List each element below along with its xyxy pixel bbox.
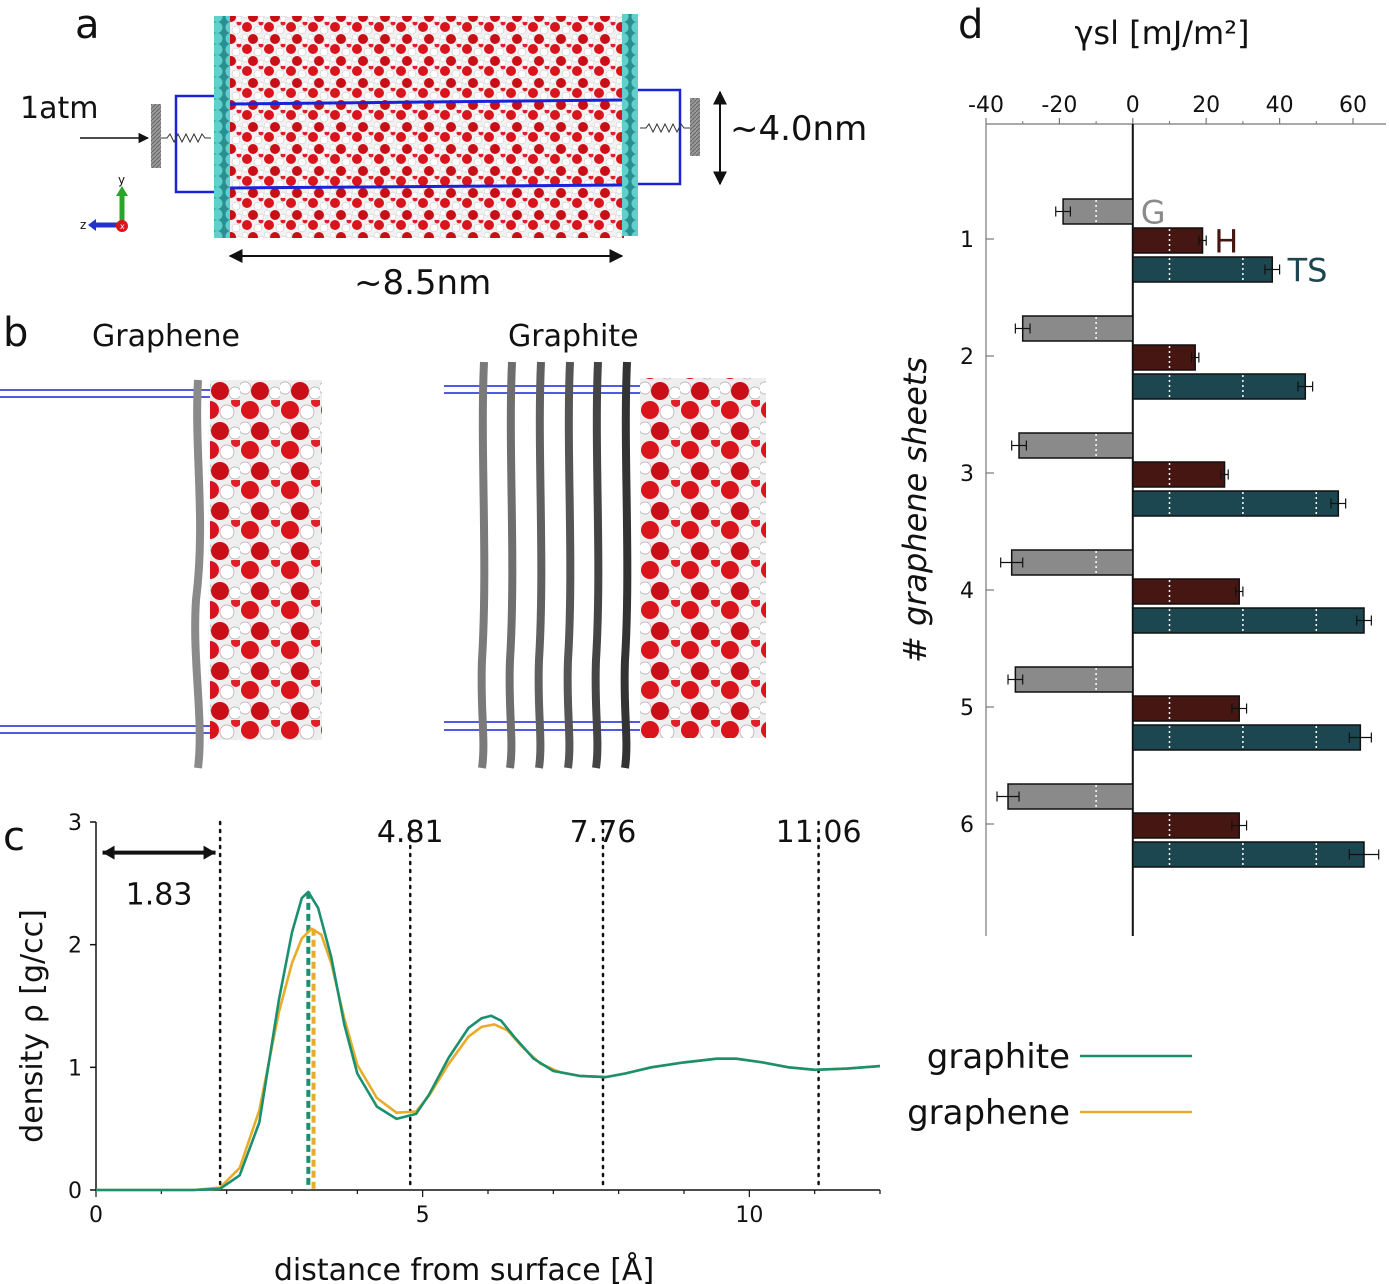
y-tick-label: 2 (68, 934, 82, 959)
bar-TS (1132, 373, 1307, 400)
axis-y-head (116, 186, 128, 196)
series-line-graphene (96, 927, 881, 1192)
spring-left (161, 132, 211, 144)
box-edge-bottom (227, 183, 625, 190)
y-tick-label: 6 (960, 813, 974, 838)
graphite-sheet-3 (534, 361, 546, 769)
axis-z-head (88, 219, 96, 231)
y-axis-title: # graphene sheets (896, 357, 934, 663)
bar-G (1021, 315, 1134, 342)
graphite-title: Graphite (508, 319, 639, 354)
x-axis-title: distance from surface [Å] (274, 1252, 654, 1284)
series-label-H: H (1214, 223, 1238, 261)
legend-label-graphite: graphite (927, 1037, 1070, 1077)
panel-d: d γsl [mJ/m²] -40 -20 0 20 40 60 1 2 3 4 5 6 # graphe… (896, 2, 1386, 936)
axis-y-label: y (118, 173, 125, 187)
bar-H (1132, 812, 1240, 839)
graphite-sheet-5 (591, 361, 603, 769)
density-profile-chart: 0 1 2 3 0 5 10 distance from surface [Å] density… (15, 811, 1192, 1284)
panel-c: c 0 1 2 3 0 5 10 distance from surface [Å] densi… (3, 811, 1192, 1284)
bar-TS (1132, 256, 1274, 283)
series-label-TS: TS (1287, 252, 1328, 290)
reference-line-label: 11.06 (776, 815, 862, 850)
span-arrow-label: 1.83 (126, 878, 193, 913)
spring-right (640, 122, 690, 134)
axis-x-label: x (120, 222, 125, 231)
bar-TS (1132, 724, 1362, 751)
bar-H (1132, 695, 1240, 722)
graphene-water (210, 380, 322, 740)
bar-G (1018, 432, 1134, 459)
water-slab (228, 16, 624, 238)
bar-H (1132, 461, 1226, 488)
y-tick-label: 3 (960, 462, 974, 487)
x-tick-label: -40 (968, 93, 1004, 118)
bar-G (1014, 666, 1134, 693)
x-tick-label: 20 (1192, 93, 1220, 118)
series-line-graphite (96, 890, 881, 1192)
panel-letter-d: d (958, 2, 983, 48)
surface-tension-chart: γsl [mJ/m²] -40 -20 0 20 40 60 1 2 3 4 5 6 # graphene… (896, 14, 1386, 936)
panel-a: a 1atm ~4.0nm ~8.5nm y z x (20, 2, 867, 303)
y-axis-title: density ρ [g/cc] (15, 909, 50, 1143)
x-tick-label: 60 (1339, 93, 1367, 118)
span-arrow-head-left (102, 845, 115, 860)
y-tick-label: 5 (960, 696, 974, 721)
graphite-sheet-4 (563, 361, 575, 769)
panel-letter-c: c (3, 814, 25, 860)
bar-TS (1132, 490, 1340, 517)
height-label: ~4.0nm (730, 109, 867, 149)
bar-H (1132, 344, 1196, 371)
width-label: ~8.5nm (354, 263, 491, 303)
bar-H (1132, 578, 1240, 605)
axis-x-dot (116, 220, 128, 232)
y-tick-label: 4 (960, 579, 974, 604)
bar-H (1132, 227, 1204, 254)
y-tick-label: 1 (960, 228, 974, 253)
reference-line-label: 4.81 (377, 815, 444, 850)
y-tick-label: 0 (68, 1179, 82, 1204)
y-tick-label: 2 (960, 345, 974, 370)
x-tick-label: 5 (416, 1203, 430, 1228)
x-tick-label: -20 (1041, 93, 1077, 118)
x-tick-label: 0 (1126, 93, 1140, 118)
panel-letter-b: b (3, 310, 28, 356)
panel-b: b Graphene Graphite (0, 310, 766, 769)
graphite-sheet-2 (505, 361, 517, 769)
box-edge-top (227, 98, 625, 106)
axis-z-label: z (80, 218, 86, 232)
graphite-water (640, 378, 766, 738)
bar-G (1010, 549, 1134, 576)
reference-line-label: 7.76 (570, 815, 637, 850)
series-label-G: G (1141, 194, 1166, 232)
pressure-label: 1atm (20, 91, 98, 126)
y-tick-label: 3 (68, 811, 82, 836)
bar-G (1062, 198, 1134, 225)
graphene-sheet (191, 379, 205, 769)
x-tick-label: 40 (1266, 93, 1294, 118)
span-arrow-head-right (203, 845, 216, 860)
bar-TS (1132, 607, 1365, 634)
graphene-wall-left (214, 16, 230, 238)
legend-label-graphene: graphene (907, 1093, 1070, 1133)
x-tick-label: 10 (735, 1203, 763, 1228)
panel-letter-a: a (75, 2, 100, 48)
graphene-title: Graphene (92, 319, 240, 354)
graphite-sheet-1 (477, 361, 489, 769)
graphene-wall-right (622, 14, 638, 236)
piston-right (690, 98, 700, 156)
y-tick-label: 1 (68, 1056, 82, 1081)
bar-G (1007, 783, 1134, 810)
graphite-sheet-6 (620, 361, 632, 769)
bar-TS (1132, 841, 1365, 868)
chart-title: γsl [mJ/m²] (1074, 14, 1249, 52)
x-tick-label: 0 (89, 1203, 103, 1228)
piston-left (151, 104, 161, 168)
